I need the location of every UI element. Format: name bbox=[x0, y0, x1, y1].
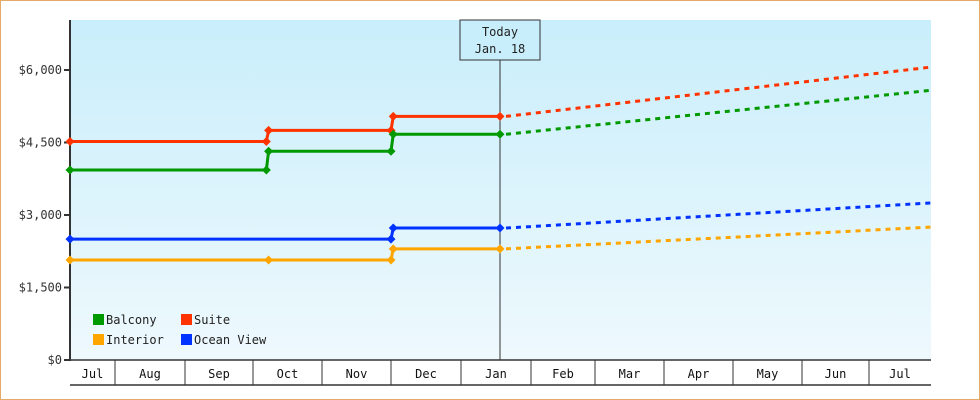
month-label: Jul bbox=[889, 367, 911, 381]
today-label: Today bbox=[482, 25, 518, 39]
month-label: Oct bbox=[277, 367, 299, 381]
month-label: Aug bbox=[139, 367, 161, 381]
month-label: Jan bbox=[485, 367, 507, 381]
series-ocean-view bbox=[65, 201, 932, 244]
legend-item: Ocean View bbox=[181, 333, 267, 347]
month-label: Sep bbox=[208, 367, 230, 381]
today-marker: Today Jan. 18 bbox=[459, 19, 541, 360]
legend-item: Interior bbox=[93, 333, 164, 347]
month-label: May bbox=[757, 367, 779, 381]
legend: Balcony Suite Interior Ocean View bbox=[93, 313, 267, 347]
series-balcony bbox=[65, 88, 932, 175]
legend-label: Interior bbox=[106, 333, 164, 347]
y-axis: $0 $1,500 $3,000 $4,500 $6,000 bbox=[19, 20, 71, 367]
x-axis: Jul Aug Sep Oct Nov Dec Jan Feb Mar Apr May Jun Jul bbox=[70, 359, 931, 386]
series-interior bbox=[65, 225, 932, 265]
month-label: Apr bbox=[688, 367, 710, 381]
month-label: Nov bbox=[346, 367, 368, 381]
month-label: Dec bbox=[415, 367, 437, 381]
y-tick-label: $0 bbox=[48, 353, 62, 367]
month-label: Mar bbox=[619, 367, 641, 381]
y-tick-label: $6,000 bbox=[19, 63, 62, 77]
legend-label: Ocean View bbox=[194, 333, 267, 347]
legend-label: Balcony bbox=[106, 313, 157, 327]
legend-item: Balcony bbox=[93, 313, 157, 327]
month-label: Feb bbox=[552, 367, 574, 381]
y-tick-label: $4,500 bbox=[19, 136, 62, 150]
legend-label: Suite bbox=[194, 313, 230, 327]
legend-item: Suite bbox=[181, 313, 230, 327]
y-tick-label: $1,500 bbox=[19, 281, 62, 295]
series-suite bbox=[65, 65, 932, 147]
legend-swatch bbox=[93, 314, 104, 325]
legend-swatch bbox=[181, 334, 192, 345]
today-date-label: Jan. 18 bbox=[475, 42, 526, 56]
month-label: Jul bbox=[82, 367, 104, 381]
series-lines bbox=[65, 65, 932, 265]
legend-swatch bbox=[93, 334, 104, 345]
month-label: Jun bbox=[825, 367, 847, 381]
legend-swatch bbox=[181, 314, 192, 325]
y-tick-label: $3,000 bbox=[19, 208, 62, 222]
